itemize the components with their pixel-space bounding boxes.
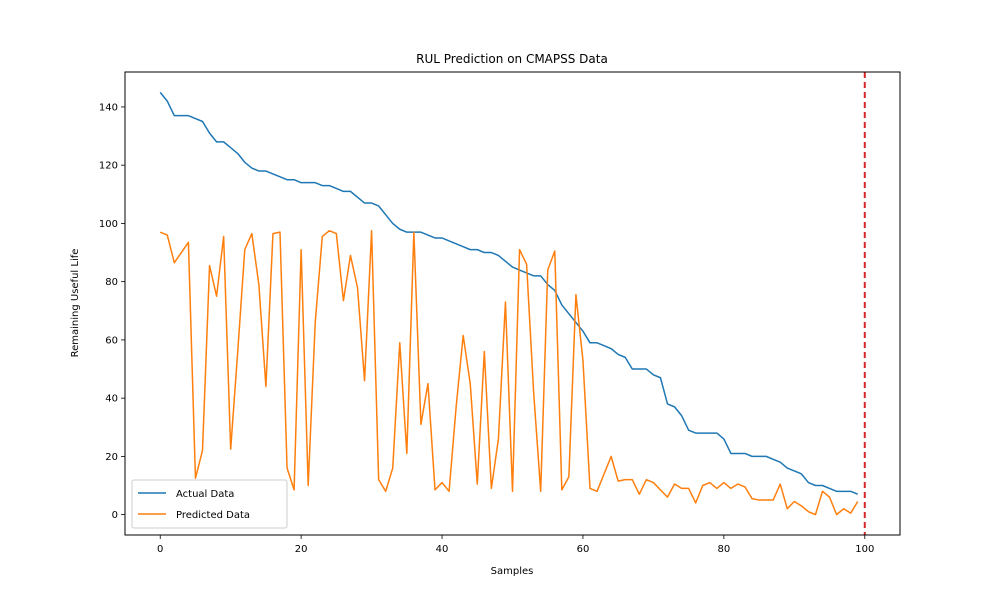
series-line-1 — [159, 229, 859, 516]
x-tick-label: 20 — [295, 544, 308, 555]
x-tick-label: 60 — [577, 544, 590, 555]
x-tick-label: 0 — [157, 544, 163, 555]
y-tick-label: 140 — [99, 102, 118, 113]
y-tick-label: 80 — [105, 277, 118, 288]
legend-label-0: Actual Data — [176, 489, 234, 500]
plot-area-frame — [124, 71, 901, 536]
y-axis-label: Remaining Useful Life — [70, 249, 81, 358]
chart-title: RUL Prediction on CMAPSS Data — [416, 52, 608, 66]
y-tick-label: 60 — [105, 335, 118, 346]
legend-label-1: Predicted Data — [176, 510, 250, 521]
legend-box — [131, 479, 288, 529]
x-tick-label: 40 — [436, 544, 449, 555]
x-tick-label: 100 — [855, 544, 874, 555]
y-tick-label: 120 — [99, 161, 118, 172]
y-tick-label: 0 — [112, 510, 118, 521]
y-tick-label: 100 — [99, 219, 118, 230]
x-axis-label: Samples — [491, 566, 534, 577]
series-line-0 — [159, 91, 859, 495]
x-tick-label: 80 — [717, 544, 730, 555]
y-tick-label: 40 — [105, 394, 118, 405]
y-tick-label: 20 — [105, 452, 118, 463]
